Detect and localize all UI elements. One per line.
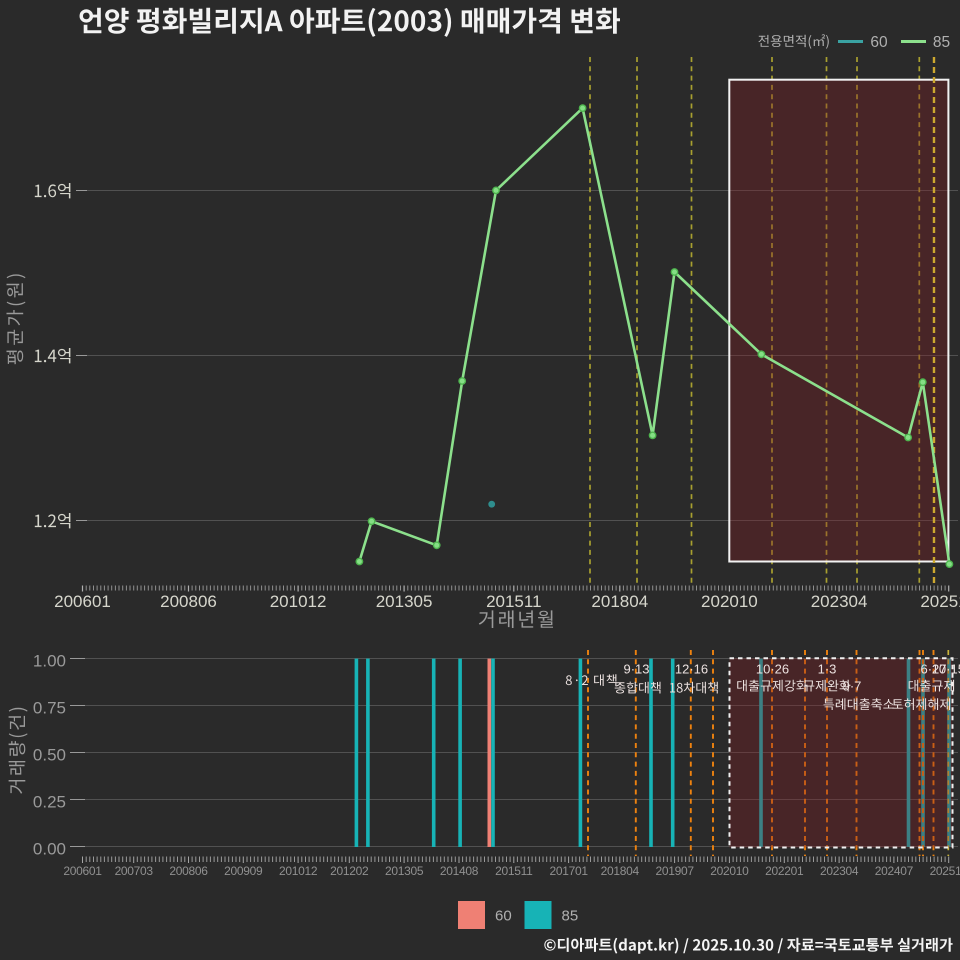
- svg-text:200601: 200601: [63, 864, 102, 878]
- svg-text:201408: 201408: [440, 864, 479, 878]
- svg-text:60: 60: [495, 907, 512, 924]
- svg-text:9·13: 9·13: [623, 661, 649, 676]
- svg-text:200909: 200909: [224, 864, 263, 878]
- svg-text:10·15: 10·15: [932, 661, 960, 676]
- svg-text:201511: 201511: [486, 592, 541, 611]
- svg-text:0.50: 0.50: [33, 746, 66, 765]
- svg-text:60: 60: [870, 34, 888, 51]
- svg-text:201305: 201305: [385, 864, 424, 878]
- svg-text:201804: 201804: [601, 864, 640, 878]
- svg-text:12·16: 12·16: [675, 661, 708, 676]
- svg-text:0.25: 0.25: [33, 793, 66, 812]
- svg-text:202304: 202304: [811, 592, 868, 611]
- svg-text:10·26: 10·26: [756, 661, 789, 676]
- svg-text:201012: 201012: [279, 864, 318, 878]
- svg-text:200601: 200601: [54, 592, 111, 611]
- svg-text:85: 85: [562, 907, 579, 924]
- svg-text:202304: 202304: [820, 864, 859, 878]
- svg-text:201305: 201305: [376, 592, 433, 611]
- svg-text:0.75: 0.75: [33, 699, 66, 718]
- svg-text:202201: 202201: [765, 864, 804, 878]
- svg-text:201701: 201701: [549, 864, 588, 878]
- svg-text:202510: 202510: [920, 592, 960, 611]
- svg-text:6·27: 6·27: [920, 661, 946, 676]
- svg-text:0.00: 0.00: [33, 840, 66, 859]
- svg-text:9·7: 9·7: [843, 679, 862, 694]
- svg-text:200806: 200806: [169, 864, 208, 878]
- svg-text:201804: 201804: [591, 592, 648, 611]
- svg-text:200703: 200703: [115, 864, 154, 878]
- svg-text:85: 85: [933, 34, 950, 51]
- svg-text:1.00: 1.00: [33, 652, 66, 671]
- svg-text:201202: 201202: [330, 864, 369, 878]
- svg-text:202510: 202510: [930, 864, 960, 878]
- svg-text:1·3: 1·3: [818, 661, 837, 676]
- svg-text:200806: 200806: [160, 592, 217, 611]
- svg-text:202010: 202010: [710, 864, 749, 878]
- svg-text:201511: 201511: [495, 864, 533, 878]
- svg-text:201907: 201907: [655, 864, 694, 878]
- svg-text:201012: 201012: [270, 592, 327, 611]
- svg-text:202010: 202010: [701, 592, 758, 611]
- svg-text:202407: 202407: [875, 864, 914, 878]
